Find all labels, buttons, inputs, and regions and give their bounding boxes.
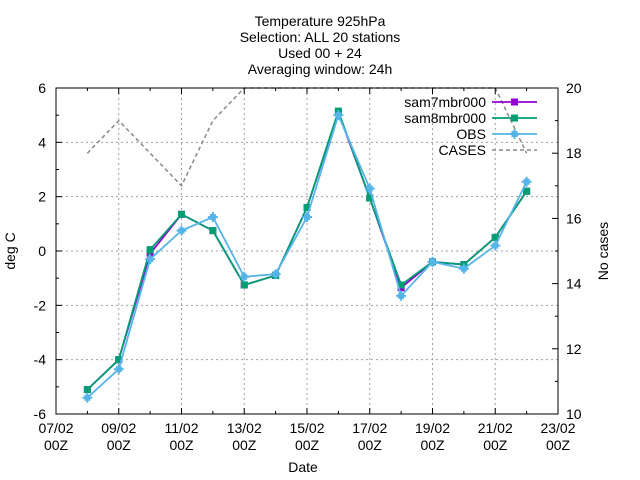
data-point-OBS (207, 212, 218, 223)
title-line-4: Averaging window: 24h (248, 61, 393, 77)
x-tick-label-date: 15/02 (289, 420, 324, 436)
x-tick-label-hour: 00Z (232, 437, 257, 453)
data-point-OBS (113, 364, 124, 375)
data-point-OBS (458, 263, 469, 274)
data-point-OBS (145, 254, 156, 265)
data-point-sam8mbr000 (523, 187, 531, 195)
legend-entry-sam7mbr000: sam7mbr000 (404, 94, 537, 110)
y2-tick-label: 10 (566, 406, 582, 422)
y-tick-label: -2 (34, 297, 47, 313)
y-tick-label: 4 (38, 134, 46, 150)
legend-entry-sam8mbr000: sam8mbr000 (404, 110, 537, 126)
x-tick-label-date: 23/02 (540, 420, 575, 436)
series-sam8mbr000 (83, 107, 531, 394)
x-tick-label-hour: 00Z (107, 437, 132, 453)
chart-title: Temperature 925hPa Selection: ALL 20 sta… (240, 13, 401, 77)
y-tick-label: -4 (34, 352, 47, 368)
data-point-OBS (364, 183, 375, 194)
x-tick-label-hour: 00Z (44, 437, 69, 453)
y2-axis-label: No cases (595, 222, 611, 280)
data-point-sam8mbr000 (303, 204, 311, 212)
data-point-OBS (239, 271, 250, 282)
y-axis-label: deg C (2, 232, 18, 269)
x-tick-label-date: 11/02 (165, 420, 199, 436)
y2-tick-label: 14 (566, 276, 582, 292)
legend-marker (511, 98, 518, 106)
data-point-sam8mbr000 (115, 356, 123, 364)
data-point-sam8mbr000 (209, 227, 217, 235)
x-tick-label-date: 09/02 (101, 420, 136, 436)
y2-tick-label: 12 (566, 341, 582, 357)
y2-tick-label: 18 (566, 145, 582, 161)
x-tick-label-hour: 00Z (295, 437, 320, 453)
legend-entry-OBS: OBS (456, 126, 537, 142)
title-line-1: Temperature 925hPa (255, 13, 386, 29)
data-point-OBS (176, 225, 187, 236)
data-point-OBS (521, 176, 532, 187)
y-tick-label: 2 (38, 189, 46, 205)
data-point-OBS (490, 240, 501, 251)
data-point-sam8mbr000 (366, 194, 374, 202)
legend-label: OBS (456, 126, 486, 142)
legend-label: sam8mbr000 (404, 110, 486, 126)
x-tick-label-date: 07/02 (38, 420, 73, 436)
x-tick-label-hour: 00Z (483, 437, 508, 453)
legend-entry-CASES: CASES (439, 142, 537, 158)
x-tick-label-date: 19/02 (415, 420, 450, 436)
x-tick-label-hour: 00Z (420, 437, 445, 453)
data-point-sam8mbr000 (240, 281, 248, 289)
title-line-2: Selection: ALL 20 stations (240, 29, 401, 45)
legend-label: CASES (439, 142, 486, 158)
title-line-3: Used 00 + 24 (278, 45, 362, 61)
data-point-OBS (333, 110, 344, 121)
x-tick-label-date: 17/02 (352, 420, 387, 436)
legend-marker (511, 114, 518, 122)
series-OBS (82, 110, 532, 403)
data-point-sam8mbr000 (83, 386, 91, 394)
data-point-sam8mbr000 (397, 281, 405, 289)
data-point-OBS (82, 392, 93, 403)
x-tick-label-hour: 00Z (546, 437, 571, 453)
data-point-sam8mbr000 (178, 210, 185, 218)
y-tick-label: 0 (38, 243, 46, 259)
y2-tick-label: 16 (566, 210, 582, 226)
legend-label: sam7mbr000 (404, 94, 486, 110)
y2-tick-label: 20 (566, 80, 582, 96)
x-tick-label-date: 13/02 (227, 420, 262, 436)
data-point-sam8mbr000 (491, 233, 499, 241)
ticks: 07/0200Z09/0200Z11/0200Z13/0200Z15/0200Z… (34, 80, 582, 453)
y-tick-label: -6 (34, 406, 47, 422)
data-point-sam8mbr000 (146, 246, 154, 254)
data-point-OBS (270, 269, 281, 280)
data-point-OBS (302, 212, 312, 223)
x-tick-label-hour: 00Z (358, 437, 383, 453)
grid (56, 88, 558, 414)
y-tick-label: 6 (38, 80, 46, 96)
legend-marker (509, 129, 520, 139)
x-axis-label: Date (288, 459, 318, 475)
x-tick-label-date: 21/02 (478, 420, 513, 436)
data-point-sam7mbr000 (146, 250, 154, 258)
x-tick-label-hour: 00Z (169, 437, 194, 453)
data-point-OBS (427, 256, 438, 267)
data-point-OBS (396, 290, 407, 301)
